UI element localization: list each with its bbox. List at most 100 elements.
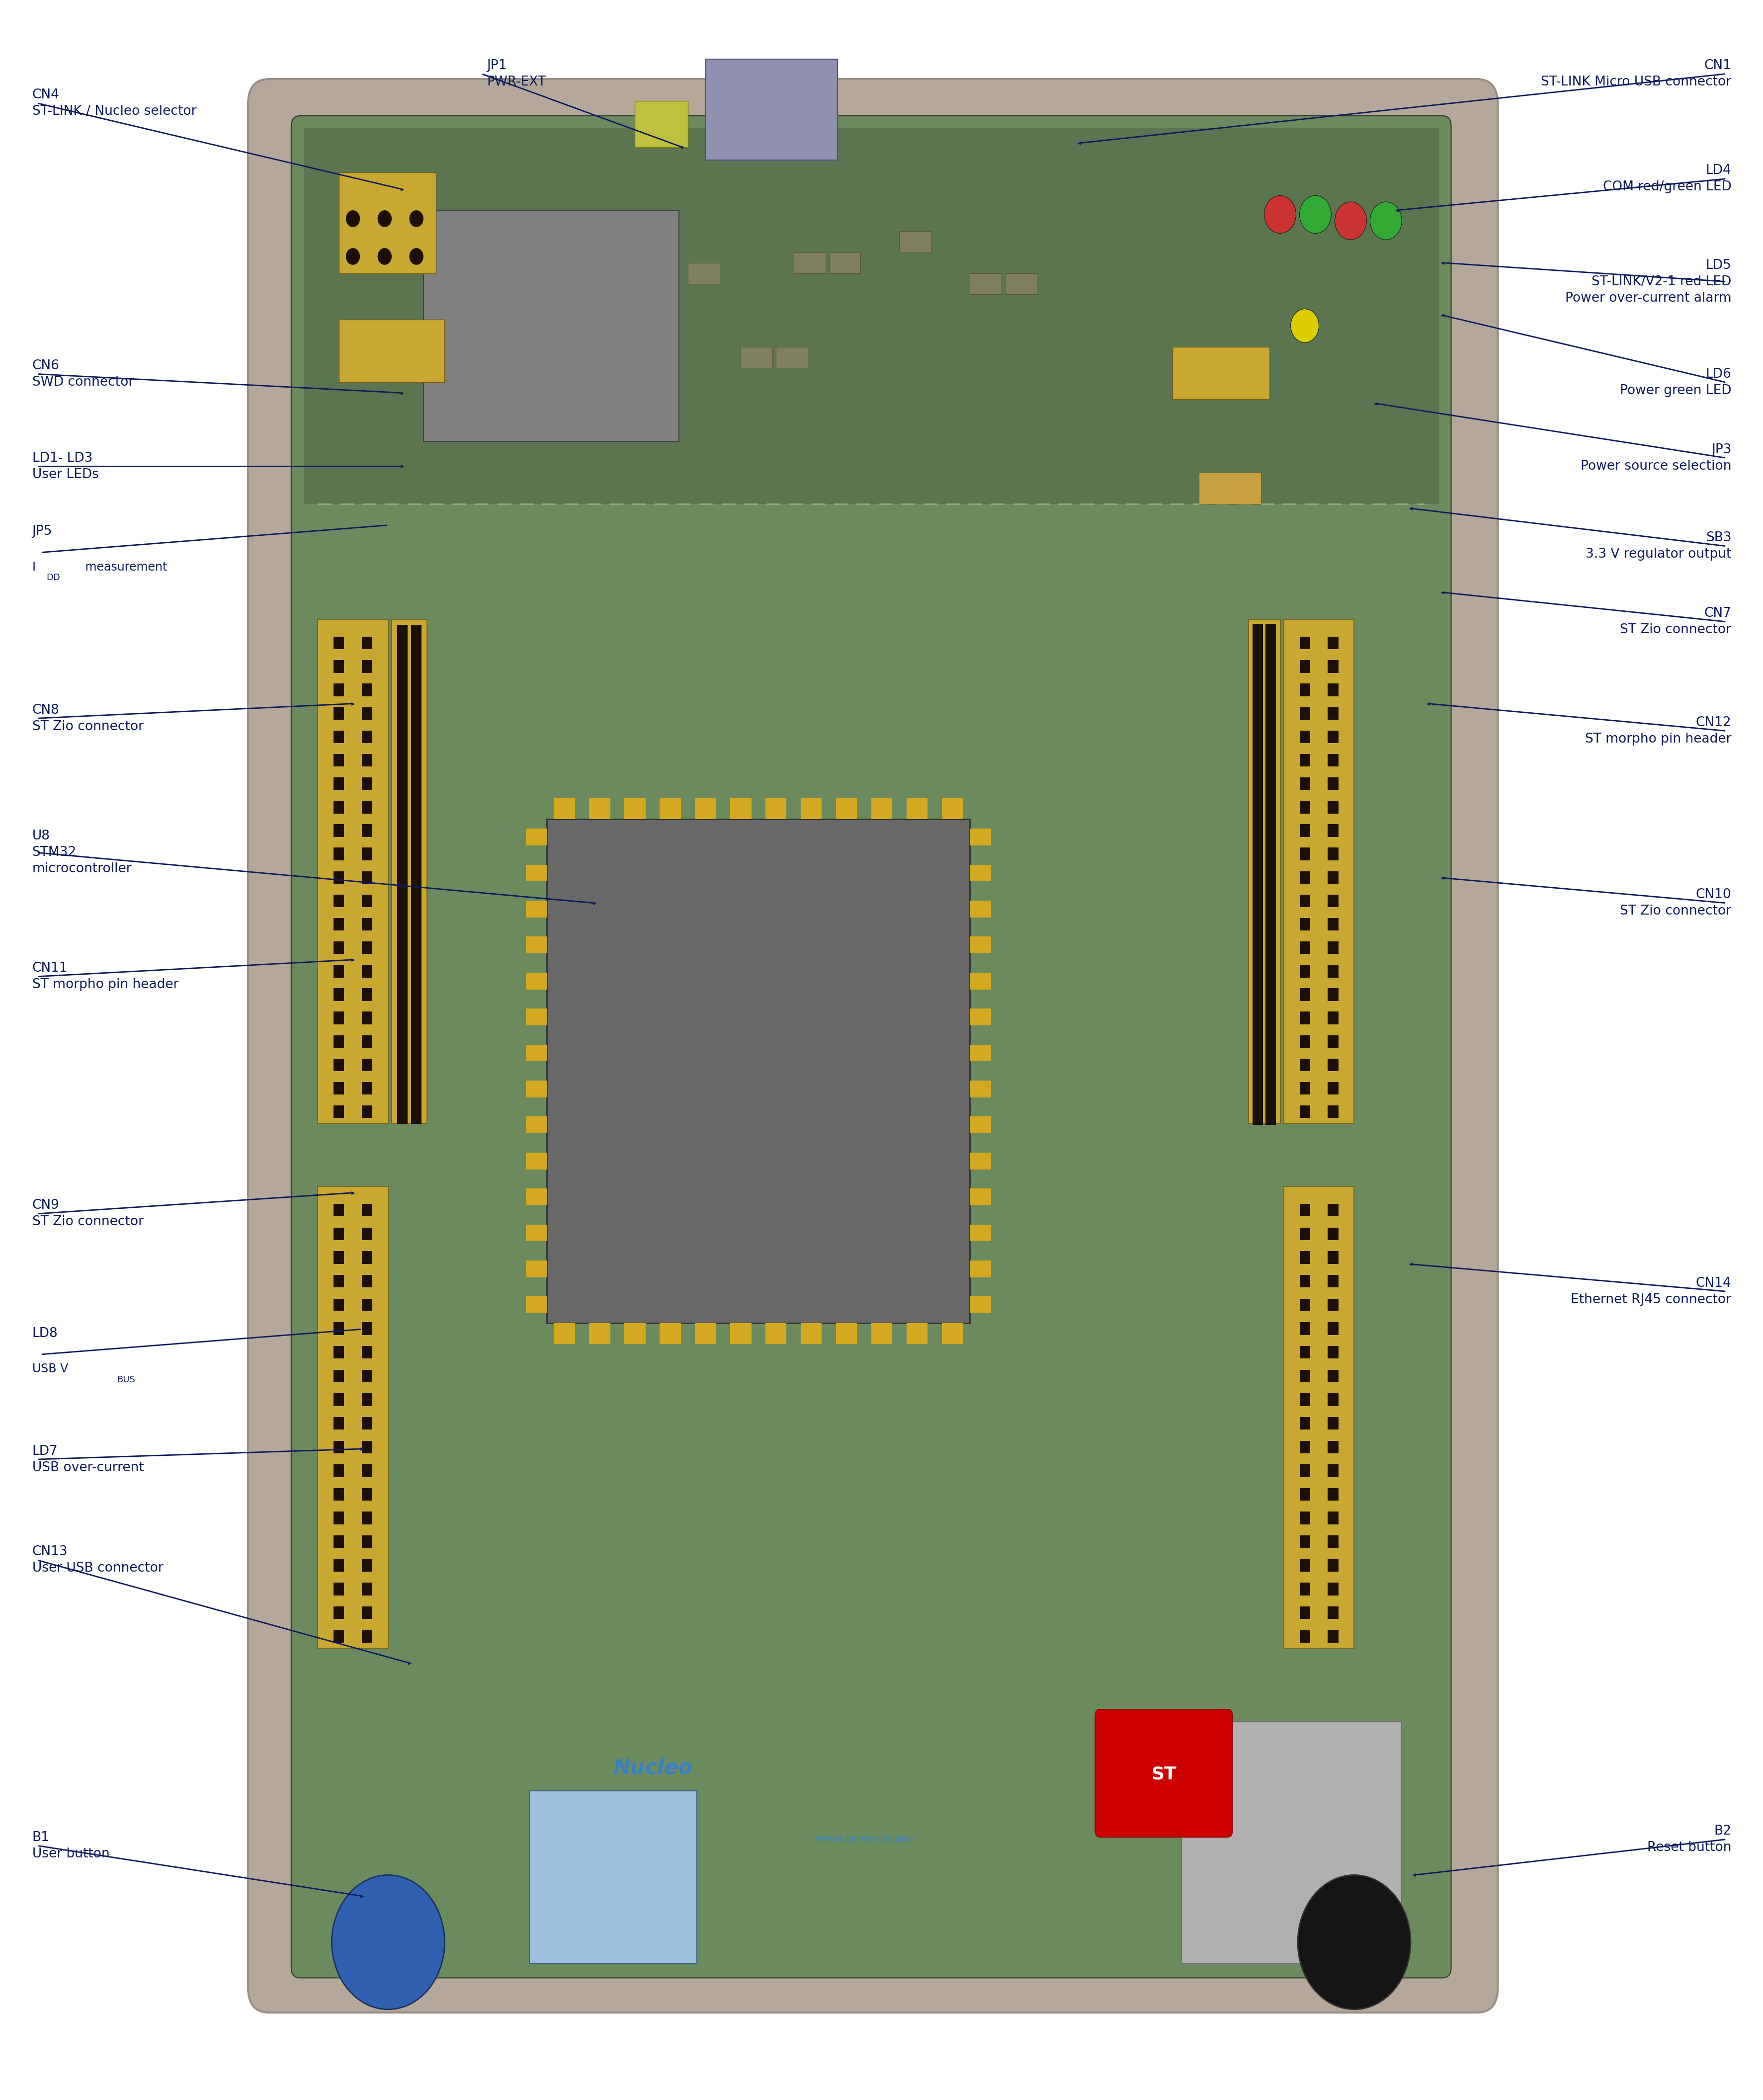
Text: DD: DD [46, 573, 60, 582]
Text: B2
Reset button: B2 Reset button [1647, 1825, 1731, 1854]
Bar [525, 1082, 547, 1098]
Bar [397, 1100, 407, 1113]
Text: measurement: measurement [81, 561, 167, 573]
Text: CN14
Ethernet RJ45 connector: CN14 Ethernet RJ45 connector [1571, 1277, 1731, 1306]
Bar [361, 1105, 372, 1117]
Text: CN6
SWD connector: CN6 SWD connector [32, 359, 134, 388]
Bar [361, 918, 372, 930]
Bar [333, 777, 344, 790]
Bar [1328, 1369, 1338, 1382]
Bar [1299, 636, 1310, 649]
Bar [1266, 895, 1276, 907]
Bar [411, 764, 421, 777]
Bar [836, 1323, 857, 1344]
Bar [1328, 685, 1338, 697]
Bar [1252, 874, 1262, 886]
Bar [361, 1558, 372, 1571]
Bar [1299, 1606, 1310, 1619]
Bar [333, 800, 344, 813]
Bar [333, 1392, 344, 1405]
Bar [1252, 727, 1262, 739]
Bar [1252, 884, 1262, 897]
Bar [1266, 697, 1276, 710]
Bar [525, 1189, 547, 1205]
Bar [1299, 1012, 1310, 1025]
Bar [333, 848, 344, 861]
Bar [1266, 1029, 1276, 1042]
Bar [333, 731, 344, 743]
Text: www.st.com/stm32nucleo: www.st.com/stm32nucleo [815, 1835, 913, 1844]
Text: I: I [32, 561, 35, 573]
Bar [1299, 1298, 1310, 1310]
Text: B1
User button: B1 User button [32, 1831, 109, 1861]
Bar [361, 1535, 372, 1548]
Bar [397, 890, 407, 903]
Bar [1266, 727, 1276, 739]
Bar [1266, 832, 1276, 844]
Bar [397, 1008, 407, 1021]
Bar [1299, 659, 1310, 672]
Text: CN11
ST morpho pin header: CN11 ST morpho pin header [32, 962, 178, 991]
Bar [333, 1441, 344, 1453]
Bar [1252, 758, 1262, 771]
Bar [397, 659, 407, 672]
Bar [1266, 1018, 1276, 1031]
Bar [333, 1012, 344, 1025]
Bar [1266, 790, 1276, 802]
Bar [1252, 998, 1262, 1010]
Bar [397, 1054, 407, 1067]
Bar [1328, 1275, 1338, 1287]
Bar [624, 1323, 645, 1344]
Bar [411, 718, 421, 731]
Bar [1252, 718, 1262, 731]
Bar [397, 764, 407, 777]
Bar [397, 1088, 407, 1100]
Bar [1252, 821, 1262, 834]
Bar [1266, 1082, 1276, 1094]
Bar [1328, 1346, 1338, 1359]
Text: BUS: BUS [116, 1376, 136, 1384]
Bar [1299, 941, 1310, 953]
Bar [397, 695, 407, 708]
Bar [1266, 874, 1276, 886]
Bar [361, 1464, 372, 1476]
Bar [1252, 1050, 1262, 1063]
Bar [1299, 800, 1310, 813]
Bar [361, 1346, 372, 1359]
Bar [338, 319, 444, 382]
Bar [589, 1323, 610, 1344]
Bar [338, 172, 435, 273]
Bar [1252, 976, 1262, 989]
Bar [1252, 1082, 1262, 1094]
Bar [1299, 848, 1310, 861]
Bar [411, 695, 421, 708]
Bar [1299, 1058, 1310, 1071]
Bar [1266, 1102, 1276, 1115]
Bar [411, 1008, 421, 1021]
Bar [941, 798, 963, 819]
FancyBboxPatch shape [249, 80, 1497, 2012]
Bar [361, 848, 372, 861]
Circle shape [1335, 202, 1366, 239]
Bar [1299, 1252, 1310, 1264]
Text: CN12
ST morpho pin header: CN12 ST morpho pin header [1585, 716, 1731, 746]
Bar [397, 718, 407, 731]
Bar [1252, 779, 1262, 792]
Bar [361, 1489, 372, 1501]
Bar [1299, 1228, 1310, 1241]
Text: CN7
ST Zio connector: CN7 ST Zio connector [1620, 607, 1731, 636]
Bar [361, 1275, 372, 1287]
Bar [1252, 1018, 1262, 1031]
Bar [1328, 848, 1338, 861]
Bar [411, 1018, 421, 1031]
Circle shape [1370, 202, 1402, 239]
Text: CN9
ST Zio connector: CN9 ST Zio connector [32, 1199, 143, 1228]
Bar [397, 1018, 407, 1031]
Bar [1328, 941, 1338, 953]
Bar [599, 357, 631, 378]
Bar [1266, 976, 1276, 989]
Bar [1252, 666, 1262, 678]
Bar [1252, 853, 1262, 865]
Bar [361, 800, 372, 813]
Bar [1328, 895, 1338, 907]
